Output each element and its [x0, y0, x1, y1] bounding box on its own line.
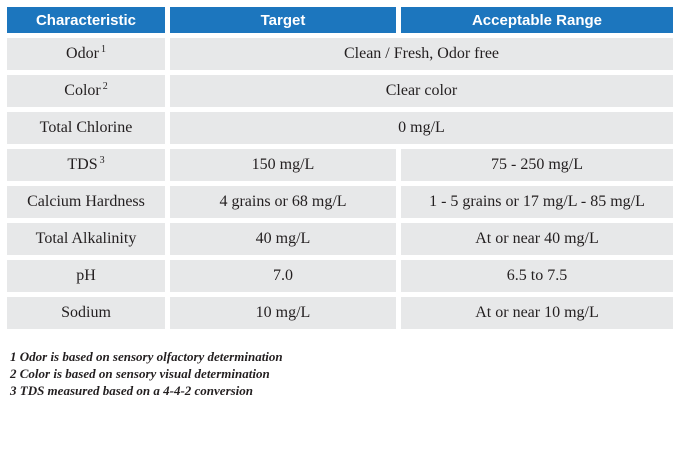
row-characteristic: Color 2 [7, 75, 165, 107]
row-target-value: 150 mg/L [170, 149, 396, 181]
footnote-ref: 3 [99, 154, 105, 166]
characteristic-label: Total Chlorine [39, 119, 133, 136]
characteristic-label: Sodium [61, 304, 111, 321]
row-target-value: 7.0 [170, 260, 396, 292]
table-row: Total Chlorine 0 mg/L [7, 112, 673, 144]
row-range-value: 6.5 to 7.5 [401, 260, 673, 292]
table-row: pH 7.0 6.5 to 7.5 [7, 260, 673, 292]
table-row: Odor 1 Clean / Fresh, Odor free [7, 38, 673, 70]
row-target-value: 40 mg/L [170, 223, 396, 255]
footnote-color: 2 Color is based on sensory visual deter… [10, 366, 270, 381]
footnote-ref: 1 [100, 43, 106, 55]
row-range-value: At or near 10 mg/L [401, 297, 673, 329]
row-range-value: 75 - 250 mg/L [401, 149, 673, 181]
characteristic-label: pH [76, 267, 96, 284]
header-row: Characteristic Target Acceptable Range [7, 7, 673, 33]
row-target-value: 10 mg/L [170, 297, 396, 329]
characteristic-label: TDS [67, 156, 98, 173]
row-merged-value: 0 mg/L [170, 112, 673, 144]
characteristic-label: Total Alkalinity [35, 230, 137, 247]
footnote-odor: 1 Odor is based on sensory olfactory det… [10, 349, 283, 364]
row-target-value: 4 grains or 68 mg/L [170, 186, 396, 218]
footnote-tds: 3 TDS measured based on a 4-4-2 conversi… [10, 383, 254, 398]
row-characteristic: pH [7, 260, 165, 292]
characteristic-label: Color [64, 82, 101, 99]
header-characteristic: Characteristic [7, 7, 165, 33]
row-characteristic: Sodium [7, 297, 165, 329]
row-merged-value: Clean / Fresh, Odor free [170, 38, 673, 70]
table-row: Calcium Hardness 4 grains or 68 mg/L 1 -… [7, 186, 673, 218]
table-row: Total Alkalinity 40 mg/L At or near 40 m… [7, 223, 673, 255]
row-range-value: 1 - 5 grains or 17 mg/L - 85 mg/L [401, 186, 673, 218]
row-characteristic: TDS 3 [7, 149, 165, 181]
row-range-value: At or near 40 mg/L [401, 223, 673, 255]
row-merged-value: Clear color [170, 75, 673, 107]
footnotes-block: 1 Odor is based on sensory olfactory det… [10, 348, 674, 399]
table-row: Color 2 Clear color [7, 75, 673, 107]
characteristic-label: Calcium Hardness [27, 193, 145, 210]
row-characteristic: Calcium Hardness [7, 186, 165, 218]
row-characteristic: Total Chlorine [7, 112, 165, 144]
water-quality-table: Characteristic Target Acceptable Range O… [2, 2, 676, 334]
footnote-ref: 2 [102, 80, 108, 92]
header-target: Target [170, 7, 396, 33]
header-acceptable-range: Acceptable Range [401, 7, 673, 33]
row-characteristic: Odor 1 [7, 38, 165, 70]
table-row: Sodium 10 mg/L At or near 10 mg/L [7, 297, 673, 329]
characteristic-label: Odor [66, 45, 99, 62]
table-row: TDS 3 150 mg/L 75 - 250 mg/L [7, 149, 673, 181]
row-characteristic: Total Alkalinity [7, 223, 165, 255]
